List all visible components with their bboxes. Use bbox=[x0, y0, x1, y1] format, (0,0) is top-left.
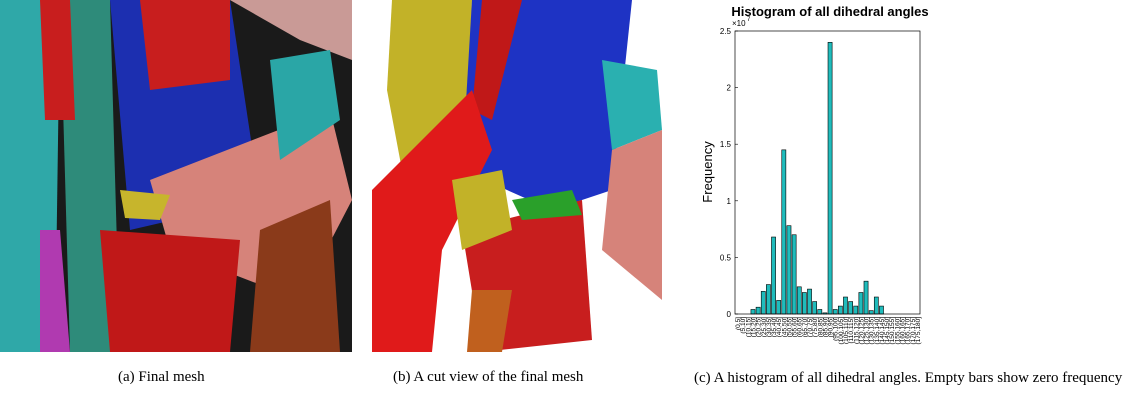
axes-frame bbox=[735, 31, 920, 314]
mesh-image-a bbox=[0, 0, 352, 352]
bar bbox=[766, 285, 770, 314]
caption-a: (a) Final mesh bbox=[118, 369, 205, 386]
bar bbox=[869, 311, 873, 314]
bar bbox=[782, 150, 786, 314]
bar bbox=[833, 309, 837, 314]
bar bbox=[879, 306, 883, 314]
bar bbox=[807, 289, 811, 314]
bar bbox=[771, 237, 775, 314]
bar bbox=[813, 302, 817, 314]
y-tick-label: 0 bbox=[727, 310, 732, 319]
y-tick-label: 2.5 bbox=[720, 27, 732, 36]
bar bbox=[843, 297, 847, 314]
bar bbox=[859, 292, 863, 314]
chart-title: Histogram of all dihedral angles bbox=[731, 4, 928, 19]
x-tick-label: (175,180] bbox=[915, 317, 922, 345]
y-tick-label: 2 bbox=[727, 84, 732, 93]
bar bbox=[751, 309, 755, 314]
bar bbox=[854, 306, 858, 314]
bar bbox=[787, 226, 791, 314]
bar bbox=[838, 306, 842, 314]
bar bbox=[849, 302, 853, 314]
bar bbox=[818, 309, 822, 314]
bar bbox=[802, 292, 806, 314]
bar bbox=[797, 287, 801, 314]
histogram-chart: Histogram of all dihedral angles Frequen… bbox=[690, 0, 1147, 360]
caption-c: (c) A histogram of all dihedral angles. … bbox=[694, 369, 1134, 388]
bar bbox=[777, 300, 781, 314]
bar bbox=[761, 291, 765, 314]
y-axis-label: Frequency bbox=[700, 141, 715, 203]
bar bbox=[756, 307, 760, 314]
bar bbox=[864, 281, 868, 314]
y-tick-label: 0.5 bbox=[720, 253, 732, 262]
y-tick-label: 1 bbox=[727, 197, 732, 206]
caption-b: (b) A cut view of the final mesh bbox=[393, 369, 583, 386]
figure-page: (a) Final mesh (b) A cut view of the fin… bbox=[0, 0, 1147, 411]
bar bbox=[792, 235, 796, 314]
y-multiplier: ×10 bbox=[732, 19, 746, 28]
mesh-image-b bbox=[372, 0, 662, 352]
y-tick-label: 1.5 bbox=[720, 140, 732, 149]
bar bbox=[874, 297, 878, 314]
bar bbox=[828, 42, 832, 314]
